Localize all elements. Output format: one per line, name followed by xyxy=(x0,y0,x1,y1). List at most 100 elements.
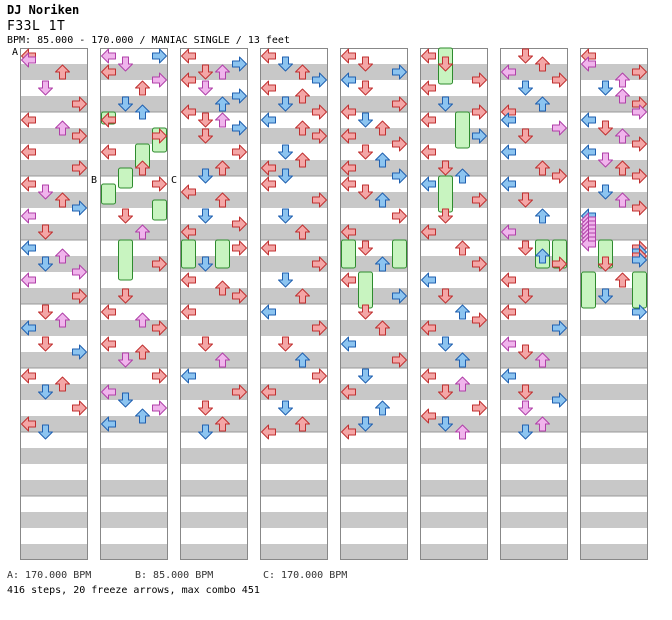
down-arrow-icon xyxy=(278,336,293,352)
left-arrow-icon xyxy=(501,304,516,320)
down-arrow-icon xyxy=(358,240,373,256)
left-arrow-icon xyxy=(21,368,36,384)
beat-band xyxy=(100,128,168,144)
down-arrow-icon xyxy=(438,96,453,112)
beat-band xyxy=(580,160,648,176)
right-arrow-icon xyxy=(392,208,407,224)
right-arrow-icon xyxy=(152,320,167,336)
beat-band xyxy=(100,480,168,496)
bpm-legend-a: A: 170.000 BPM xyxy=(7,570,92,581)
down-arrow-icon xyxy=(278,56,293,72)
up-arrow-icon xyxy=(615,272,630,288)
right-arrow-icon xyxy=(552,256,567,272)
beat-band xyxy=(340,288,408,304)
left-arrow-icon xyxy=(261,424,276,440)
bpm-marker-a: A xyxy=(12,47,19,58)
up-arrow-icon xyxy=(215,192,230,208)
beat-band xyxy=(260,64,328,80)
beat-band xyxy=(500,224,568,240)
beat-band xyxy=(420,64,488,80)
down-arrow-icon xyxy=(518,344,533,360)
left-arrow-icon xyxy=(101,144,116,160)
column-border xyxy=(180,48,248,560)
chart-column-4 xyxy=(260,48,328,560)
left-arrow-icon xyxy=(421,272,436,288)
left-arrow-icon xyxy=(261,304,276,320)
beat-band xyxy=(340,320,408,336)
beat-band xyxy=(340,512,408,528)
right-arrow-icon xyxy=(472,312,487,328)
up-arrow-icon xyxy=(135,80,150,96)
down-arrow-icon xyxy=(518,384,533,400)
left-arrow-icon xyxy=(341,272,356,288)
down-arrow-icon xyxy=(118,56,133,72)
right-arrow-icon xyxy=(232,144,247,160)
right-arrow-icon xyxy=(472,192,487,208)
beat-band xyxy=(180,192,248,208)
beat-band xyxy=(20,128,88,144)
down-arrow-icon xyxy=(198,168,213,184)
beat-band xyxy=(420,256,488,272)
beat-band xyxy=(580,64,648,80)
beat-band xyxy=(100,416,168,432)
chart-stats: 416 steps, 20 freeze arrows, max combo 4… xyxy=(7,585,260,596)
beat-band xyxy=(20,64,88,80)
right-arrow-icon xyxy=(312,104,327,120)
down-arrow-icon xyxy=(118,96,133,112)
left-arrow-icon xyxy=(181,184,196,200)
beat-band xyxy=(340,256,408,272)
beat-band xyxy=(260,480,328,496)
down-arrow-icon xyxy=(518,48,533,64)
beat-band xyxy=(100,320,168,336)
beat-band xyxy=(500,160,568,176)
up-arrow-icon xyxy=(295,416,310,432)
right-arrow-icon xyxy=(72,344,87,360)
right-arrow-icon xyxy=(232,120,247,136)
beat-band xyxy=(420,480,488,496)
left-arrow-icon xyxy=(341,224,356,240)
down-arrow-icon xyxy=(598,80,613,96)
left-arrow-icon xyxy=(21,144,36,160)
up-arrow-icon xyxy=(455,376,470,392)
left-arrow-icon xyxy=(341,384,356,400)
right-arrow-icon xyxy=(152,176,167,192)
down-arrow-icon xyxy=(118,208,133,224)
up-arrow-icon xyxy=(535,248,550,264)
up-arrow-icon xyxy=(455,352,470,368)
beat-band xyxy=(340,128,408,144)
right-arrow-icon xyxy=(552,72,567,88)
left-arrow-icon xyxy=(421,144,436,160)
right-arrow-icon xyxy=(632,64,647,80)
left-arrow-icon xyxy=(101,416,116,432)
beat-band xyxy=(580,224,648,240)
chart-column-8 xyxy=(580,48,648,560)
down-arrow-icon xyxy=(358,144,373,160)
up-arrow-icon xyxy=(535,352,550,368)
right-arrow-icon xyxy=(232,240,247,256)
right-arrow-icon xyxy=(632,136,647,152)
column-border xyxy=(20,48,88,560)
beat-band xyxy=(20,320,88,336)
left-arrow-icon xyxy=(261,48,276,64)
left-arrow-icon xyxy=(21,272,36,288)
beat-band xyxy=(20,384,88,400)
beat-band xyxy=(340,352,408,368)
freeze-arrow-icon xyxy=(581,271,596,309)
beat-band xyxy=(420,192,488,208)
beat-band xyxy=(420,96,488,112)
beat-band xyxy=(580,384,648,400)
left-arrow-icon xyxy=(261,112,276,128)
beat-band xyxy=(180,64,248,80)
right-arrow-icon xyxy=(552,392,567,408)
right-arrow-icon xyxy=(632,304,647,320)
right-arrow-icon xyxy=(392,288,407,304)
down-arrow-icon xyxy=(38,184,53,200)
right-arrow-icon xyxy=(472,104,487,120)
beat-band xyxy=(580,352,648,368)
up-arrow-icon xyxy=(615,192,630,208)
down-arrow-icon xyxy=(358,80,373,96)
freeze-arrow-icon xyxy=(438,175,453,213)
beat-band xyxy=(20,160,88,176)
down-arrow-icon xyxy=(278,96,293,112)
down-arrow-icon xyxy=(278,144,293,160)
